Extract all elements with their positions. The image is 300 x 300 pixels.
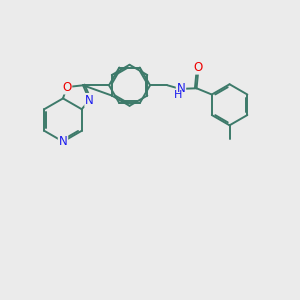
Text: N: N: [177, 82, 185, 95]
Text: N: N: [58, 135, 68, 148]
Text: O: O: [62, 81, 71, 94]
Text: O: O: [194, 61, 203, 74]
Text: N: N: [85, 94, 94, 107]
Text: H: H: [174, 91, 182, 100]
